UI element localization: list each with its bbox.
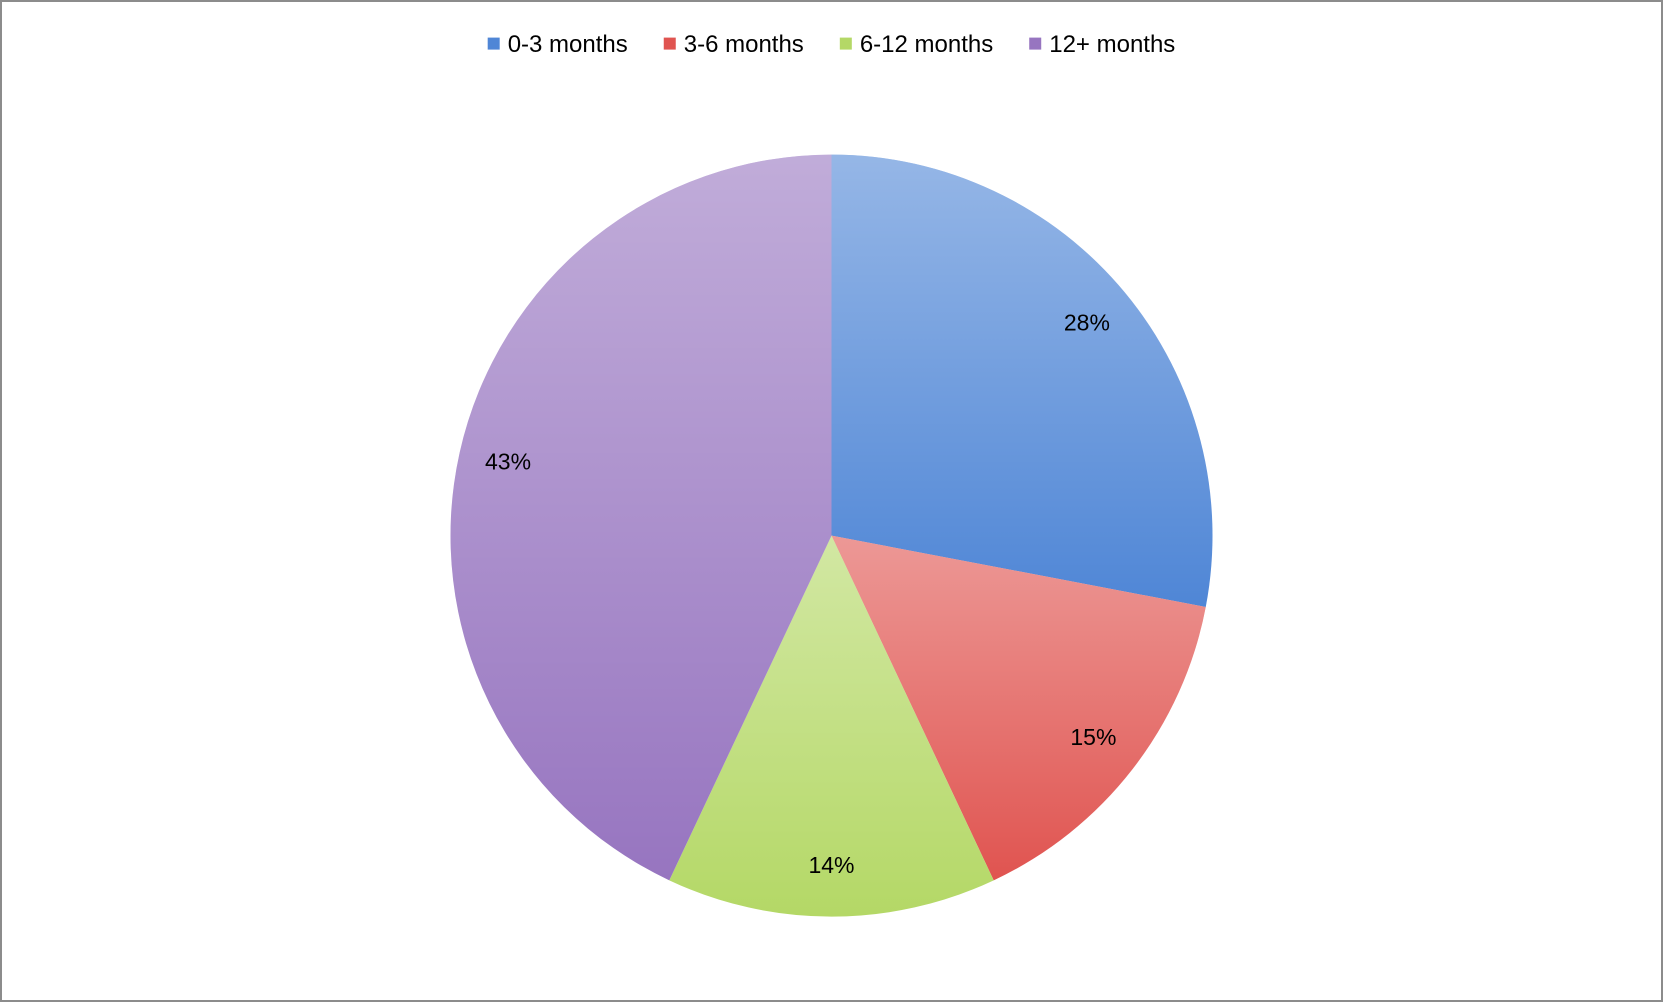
legend-swatch — [663, 37, 676, 50]
legend: 0-3 months 3-6 months 6-12 months 12+ month… — [487, 31, 1175, 58]
legend-swatch — [487, 37, 500, 50]
slice-labels: 28% 15% 14% 43% — [485, 309, 1116, 878]
pie — [450, 154, 1213, 917]
legend-label: 0-3 months — [508, 31, 628, 58]
legend-label: 3-6 months — [684, 31, 804, 58]
legend-label: 6-12 months — [860, 31, 993, 58]
slice-label: 14% — [808, 852, 854, 878]
legend-swatch — [839, 37, 852, 50]
slice-label: 15% — [1070, 724, 1116, 750]
slice-label: 43% — [485, 448, 531, 474]
legend-label: 12+ months — [1049, 31, 1175, 58]
slice-label: 28% — [1064, 309, 1110, 335]
legend-swatch — [1029, 37, 1042, 50]
